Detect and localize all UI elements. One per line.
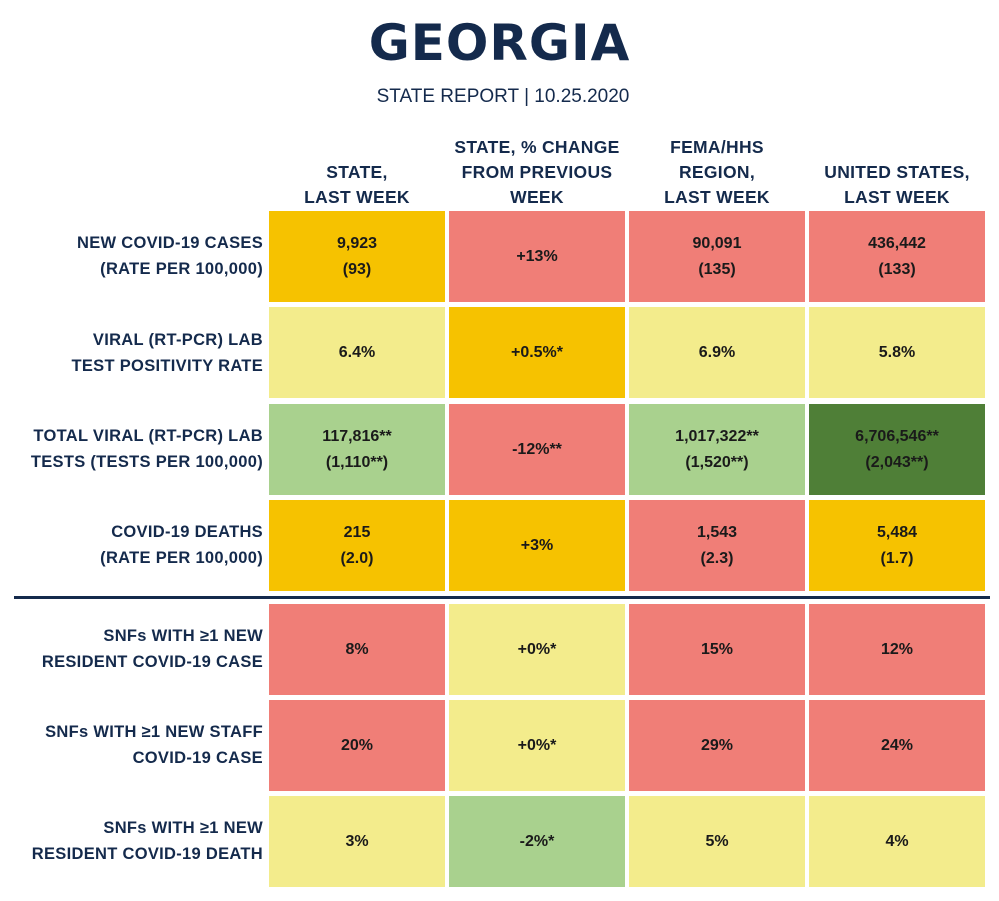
table-cell: 12% [809, 604, 985, 695]
row-label-total-tests: TOTAL VIRAL (RT-PCR) LAB TESTS (TESTS PER… [30, 427, 263, 471]
table-cell: +0.5%* [449, 307, 625, 398]
table-cell: 117,816** (1,110**) [269, 404, 445, 495]
table-cell: 5% [629, 796, 805, 887]
column-header-state: STATE, LAST WEEK [304, 162, 410, 207]
table-cell: 3% [269, 796, 445, 887]
table-cell: 29% [629, 700, 805, 791]
table-cell: +0%* [449, 604, 625, 695]
table-cell: 15% [629, 604, 805, 695]
table-cell: 9,923 (93) [269, 211, 445, 302]
table-cell: 5.8% [809, 307, 985, 398]
table-cell: 6.9% [629, 307, 805, 398]
table-cell: 6,706,546** (2,043**) [809, 404, 985, 495]
table-cell: +3% [449, 500, 625, 591]
table-cell: 4% [809, 796, 985, 887]
row-label-test-positivity: VIRAL (RT-PCR) LAB TEST POSITIVITY RATE [71, 331, 263, 375]
table-cell: -2%* [449, 796, 625, 887]
table-cell: 436,442 (133) [809, 211, 985, 302]
table-cell: 1,543 (2.3) [629, 500, 805, 591]
column-header-united-states: UNITED STATES, LAST WEEK [824, 162, 970, 207]
row-label-snf-staff-case: SNFs WITH ≥1 NEW STAFF COVID-19 CASE [45, 723, 263, 767]
table-cell: 215 (2.0) [269, 500, 445, 591]
report-title: GEORGIA [368, 14, 631, 72]
row-label-snf-resident-death: SNFs WITH ≥1 NEW RESIDENT COVID-19 DEATH [31, 819, 263, 863]
row-label-deaths: COVID-19 DEATHS (RATE PER 100,000) [100, 523, 263, 567]
table-cell: +0%* [449, 700, 625, 791]
table-cell: 6.4% [269, 307, 445, 398]
table-cell: -12%** [449, 404, 625, 495]
section-divider [14, 596, 990, 599]
table-cell: +13% [449, 211, 625, 302]
row-label-new-cases: NEW COVID-19 CASES (RATE PER 100,000) [76, 234, 263, 278]
table-cell: 20% [269, 700, 445, 791]
table-cell: 90,091 (135) [629, 211, 805, 302]
table-cell: 5,484 (1.7) [809, 500, 985, 591]
column-header-state-change: STATE, % CHANGE FROM PREVIOUS WEEK [454, 137, 620, 207]
table-cell: 1,017,322** (1,520**) [629, 404, 805, 495]
row-label-snf-resident-case: SNFs WITH ≥1 NEW RESIDENT COVID-19 CASE [41, 627, 263, 671]
report-subtitle: STATE REPORT | 10.25.2020 [376, 86, 630, 107]
column-header-region: FEMA/HHS REGION, LAST WEEK [664, 137, 770, 207]
table-cell: 8% [269, 604, 445, 695]
table-cell: 24% [809, 700, 985, 791]
